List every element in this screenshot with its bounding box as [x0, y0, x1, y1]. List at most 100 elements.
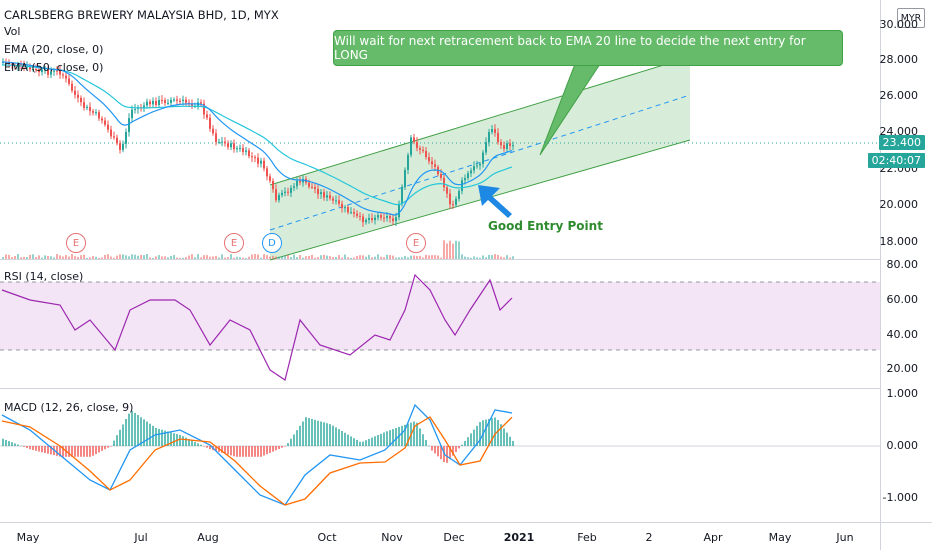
candle-body[interactable] — [371, 218, 373, 221]
rsi-indicator-label[interactable]: RSI (14, close) — [4, 270, 84, 283]
candle-body[interactable] — [56, 70, 58, 72]
candle-body[interactable] — [326, 195, 328, 198]
candle-body[interactable] — [452, 204, 454, 206]
candle-body[interactable] — [464, 178, 466, 181]
candle-body[interactable] — [245, 150, 247, 152]
candle-body[interactable] — [317, 188, 319, 195]
candle-body[interactable] — [260, 160, 262, 164]
candle-body[interactable] — [386, 216, 388, 218]
candle-body[interactable] — [332, 198, 334, 201]
candle-body[interactable] — [488, 132, 490, 143]
candle-body[interactable] — [104, 120, 106, 125]
candle-body[interactable] — [410, 137, 412, 156]
candle-body[interactable] — [269, 176, 271, 181]
candle-body[interactable] — [395, 217, 397, 222]
candle-body[interactable] — [374, 217, 376, 221]
macd-indicator-label[interactable]: MACD (12, 26, close, 9) — [4, 401, 134, 414]
candle-body[interactable] — [353, 212, 355, 214]
rsi-line[interactable] — [1, 273, 513, 381]
candle-body[interactable] — [161, 99, 163, 101]
candle-body[interactable] — [422, 149, 424, 151]
currency-badge[interactable]: MYR — [897, 8, 925, 28]
candle-body[interactable] — [113, 136, 115, 138]
candle-body[interactable] — [128, 118, 130, 132]
candle-body[interactable] — [125, 131, 127, 144]
entry-arrow[interactable] — [478, 185, 512, 218]
candle-body[interactable] — [251, 156, 253, 158]
candle-body[interactable] — [293, 186, 295, 188]
candle-body[interactable] — [473, 166, 475, 171]
ema50-indicator-label[interactable]: EMA (50, close, 0) — [4, 61, 104, 74]
candle-body[interactable] — [446, 187, 448, 194]
candle-body[interactable] — [155, 100, 157, 106]
candle-body[interactable] — [401, 187, 403, 204]
candle-body[interactable] — [275, 189, 277, 201]
candle-body[interactable] — [428, 157, 430, 162]
candle-body[interactable] — [77, 94, 79, 98]
candle-body[interactable] — [458, 191, 460, 199]
candle-body[interactable] — [320, 192, 322, 195]
candle-body[interactable] — [242, 148, 244, 152]
candle-body[interactable] — [248, 150, 250, 157]
candle-body[interactable] — [368, 218, 370, 220]
macd-line[interactable] — [1, 403, 513, 506]
candle-body[interactable] — [497, 132, 499, 143]
candle-body[interactable] — [200, 102, 202, 104]
candle-body[interactable] — [398, 203, 400, 218]
candle-body[interactable] — [500, 142, 502, 146]
candle-body[interactable] — [266, 168, 268, 177]
earnings-event-icon[interactable]: E — [66, 233, 86, 253]
candle-body[interactable] — [449, 193, 451, 205]
ema20-line[interactable] — [1, 61, 513, 216]
candle-body[interactable] — [470, 170, 472, 174]
candle-body[interactable] — [407, 155, 409, 170]
candle-body[interactable] — [236, 148, 238, 150]
candle-body[interactable] — [101, 118, 103, 121]
candle-body[interactable] — [203, 103, 205, 115]
candle-body[interactable] — [308, 182, 310, 187]
candle-body[interactable] — [491, 129, 493, 133]
candle-body[interactable] — [215, 133, 217, 142]
callout-note[interactable]: Will wait for next retracement back to E… — [333, 30, 843, 66]
candle-body[interactable] — [338, 200, 340, 204]
candle-body[interactable] — [191, 104, 193, 106]
earnings-event-icon[interactable]: E — [406, 233, 426, 253]
candle-body[interactable] — [494, 129, 496, 133]
candle-body[interactable] — [347, 207, 349, 213]
candle-body[interactable] — [41, 69, 43, 73]
candle-body[interactable] — [20, 64, 22, 66]
candle-body[interactable] — [143, 105, 145, 108]
candle-body[interactable] — [92, 111, 94, 113]
candle-body[interactable] — [383, 217, 385, 219]
candle-body[interactable] — [482, 152, 484, 164]
signal-line[interactable] — [1, 416, 513, 506]
candle-body[interactable] — [152, 100, 154, 105]
candle-body[interactable] — [68, 78, 70, 84]
candle-body[interactable] — [455, 198, 457, 205]
candle-body[interactable] — [434, 164, 436, 167]
candle-body[interactable] — [404, 169, 406, 188]
candle-body[interactable] — [314, 186, 316, 189]
candle-body[interactable] — [278, 195, 280, 201]
candle-body[interactable] — [299, 180, 301, 183]
candle-body[interactable] — [356, 213, 358, 216]
candle-body[interactable] — [50, 71, 52, 75]
candle-body[interactable] — [350, 212, 352, 214]
candle-body[interactable] — [95, 112, 97, 114]
candle-body[interactable] — [359, 215, 361, 217]
candle-body[interactable] — [230, 143, 232, 148]
candle-body[interactable] — [221, 141, 223, 143]
candle-body[interactable] — [212, 128, 214, 134]
candle-body[interactable] — [323, 192, 325, 198]
candle-body[interactable] — [29, 66, 31, 70]
candle-body[interactable] — [389, 216, 391, 219]
candle-body[interactable] — [119, 143, 121, 150]
candle-body[interactable] — [164, 100, 166, 103]
candle-body[interactable] — [377, 215, 379, 218]
candle-body[interactable] — [218, 141, 220, 143]
candle-body[interactable] — [431, 161, 433, 165]
candle-body[interactable] — [512, 145, 514, 147]
candle-body[interactable] — [80, 97, 82, 103]
candle-body[interactable] — [146, 101, 148, 106]
